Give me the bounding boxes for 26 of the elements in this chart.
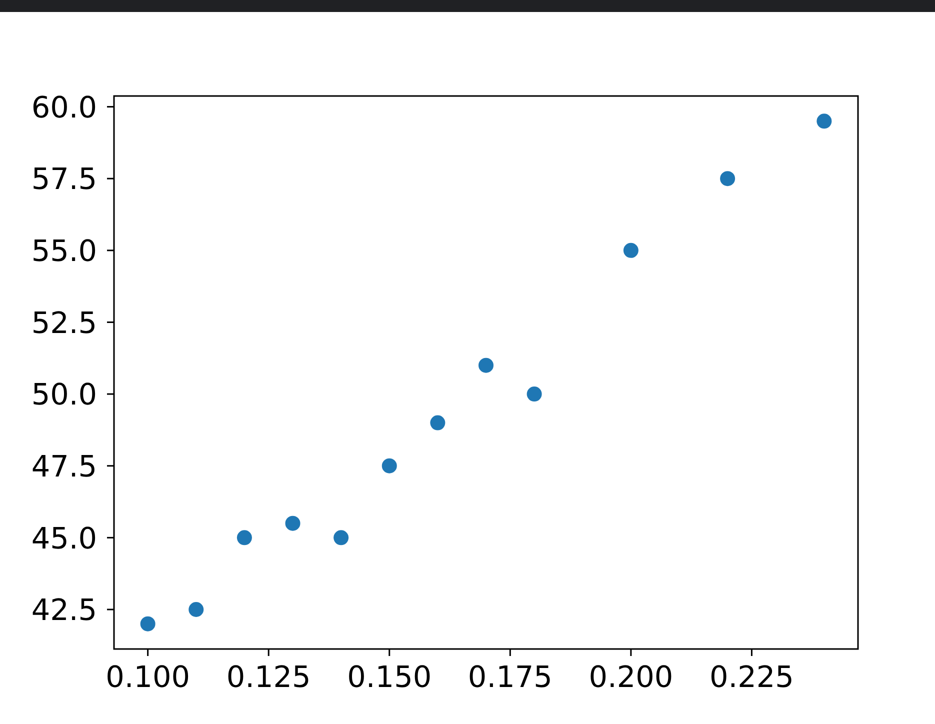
y-tick-label: 52.5 [31,306,97,340]
point [623,242,638,258]
point [430,415,446,430]
x-tick-label: 0.100 [106,660,190,694]
point [720,171,736,186]
y-tick-label: 42.5 [31,593,97,628]
point [478,358,494,373]
y-tick-label: 60.0 [31,90,97,124]
y-tick-label: 47.5 [31,449,97,484]
y-tick-label: 45.0 [31,521,97,556]
y-tick-label: 50.0 [31,378,97,412]
y-tick-label: 55.0 [31,234,97,268]
point [140,616,156,632]
point [816,114,832,129]
point [526,386,542,402]
x-tick-label: 0.175 [468,660,552,694]
point [382,458,397,474]
point [334,530,349,546]
y-tick-label: 57.5 [31,162,97,196]
x-tick-label: 0.200 [588,660,674,694]
point [188,602,204,617]
point [285,516,300,531]
x-tick-label: 0.225 [709,660,794,694]
x-tick-label: 0.125 [226,660,311,694]
point [236,530,252,546]
x-tick-label: 0.150 [347,660,432,694]
